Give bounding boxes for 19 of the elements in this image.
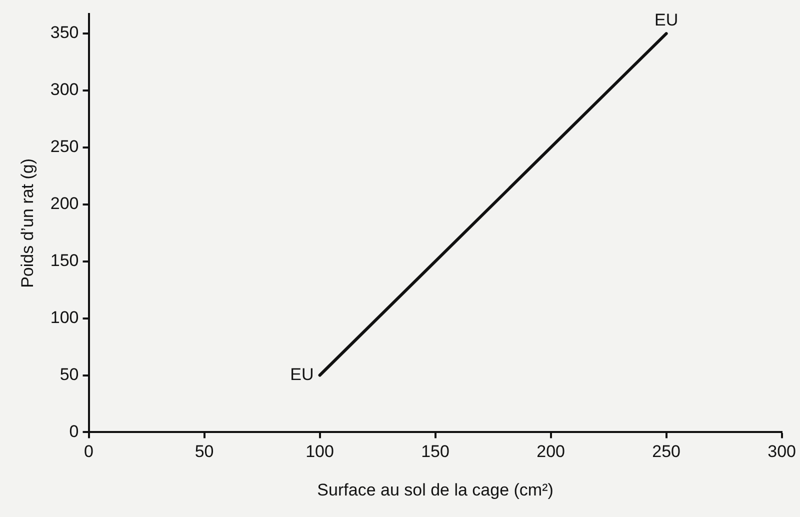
x-tick-label: 50: [194, 442, 214, 462]
annotation: EU: [290, 364, 314, 384]
y-tick-label: 350: [50, 23, 79, 42]
x-tick-label: 300: [768, 442, 796, 462]
x-tick-label: 0: [84, 442, 94, 462]
x-tick-label: 100: [306, 442, 334, 462]
x-tick-label: 250: [652, 442, 680, 462]
x-tick-label: 150: [421, 442, 450, 462]
y-axis-title: Poids d’un rat (g): [18, 158, 37, 288]
y-tick-label: 150: [50, 251, 79, 270]
y-tick-label: 100: [50, 308, 79, 327]
y-tick-label: 0: [69, 422, 79, 441]
y-tick-label: 50: [60, 364, 79, 384]
x-tick-label: 200: [536, 442, 565, 462]
y-tick-label: 300: [50, 80, 79, 100]
y-tick-label: 200: [50, 194, 79, 214]
x-axis-title: Surface au sol de la cage (cm²): [317, 480, 554, 500]
annotation: EU: [654, 10, 678, 30]
y-tick-label: 250: [50, 137, 79, 156]
